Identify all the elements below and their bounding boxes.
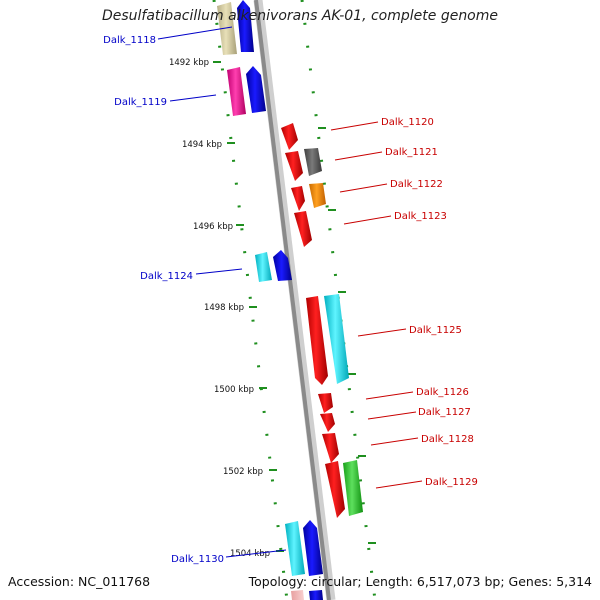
gene-label[interactable]: Dalk_1130 xyxy=(171,554,224,565)
gene-feature[interactable] xyxy=(237,0,254,52)
gene-callout-line xyxy=(195,268,243,275)
gene-label[interactable]: Dalk_1119 xyxy=(114,97,167,108)
gene-feature[interactable] xyxy=(285,521,305,576)
accession-text: Accession: NC_011768 xyxy=(8,574,151,589)
gene-label[interactable]: Dalk_1124 xyxy=(140,271,193,282)
gene-callout-line xyxy=(169,94,217,102)
gene-callout-line xyxy=(339,183,388,193)
gene-feature[interactable] xyxy=(318,393,333,413)
gene-callout-line xyxy=(375,480,423,489)
gene-feature[interactable] xyxy=(255,252,272,282)
gene-feature[interactable] xyxy=(246,66,266,113)
gene-callout-line xyxy=(367,411,417,420)
gene-label[interactable]: Dalk_1122 xyxy=(390,179,443,190)
gene-feature[interactable] xyxy=(324,294,349,384)
gene-label[interactable]: Dalk_1123 xyxy=(394,211,447,222)
kbp-tick-label: 1492 kbp xyxy=(169,58,209,68)
gene-feature[interactable] xyxy=(306,296,328,385)
gene-feature[interactable] xyxy=(291,590,304,600)
gene-feature[interactable] xyxy=(320,413,335,432)
genome-backbone xyxy=(254,0,331,600)
gene-feature[interactable] xyxy=(309,183,326,208)
gene-label[interactable]: Dalk_1128 xyxy=(421,434,474,445)
gene-callout-line xyxy=(225,549,287,558)
gene-callout-line xyxy=(343,215,392,225)
gene-label[interactable]: Dalk_1121 xyxy=(385,147,438,158)
gene-feature[interactable] xyxy=(285,151,303,181)
gene-feature[interactable] xyxy=(343,460,363,516)
gene-feature[interactable] xyxy=(309,590,323,600)
gene-callout-line xyxy=(330,121,379,131)
map-title: Desulfatibacillum alkenivorans AK-01, co… xyxy=(101,8,499,24)
genome-summary-text: Topology: circular; Length: 6,517,073 bp… xyxy=(248,574,592,589)
kbp-tick-label: 1502 kbp xyxy=(223,467,263,477)
kbp-tick-label: 1496 kbp xyxy=(193,222,233,232)
gene-feature[interactable] xyxy=(281,123,298,150)
gene-label[interactable]: Dalk_1125 xyxy=(409,325,462,336)
gene-callout-line xyxy=(365,391,414,400)
gene-label[interactable]: Dalk_1118 xyxy=(103,35,156,46)
gene-feature[interactable] xyxy=(273,250,292,281)
gene-callout-line xyxy=(370,437,419,446)
gene-label[interactable]: Dalk_1126 xyxy=(416,387,469,398)
gene-label[interactable]: Dalk_1120 xyxy=(381,117,434,128)
gene-feature[interactable] xyxy=(322,433,339,463)
kbp-tick-label: 1498 kbp xyxy=(204,303,244,313)
kbp-tick-label: 1494 kbp xyxy=(182,140,222,150)
gene-label[interactable]: Dalk_1129 xyxy=(425,477,478,488)
kbp-tick-label: 1500 kbp xyxy=(214,385,254,395)
gene-feature[interactable] xyxy=(291,186,305,211)
gene-label[interactable]: Dalk_1127 xyxy=(418,407,471,418)
gene-feature[interactable] xyxy=(303,520,323,576)
gene-feature[interactable] xyxy=(304,148,322,176)
gene-feature[interactable] xyxy=(294,211,312,247)
gene-callout-line xyxy=(334,151,383,161)
gene-callout-line xyxy=(157,26,233,40)
gene-feature[interactable] xyxy=(217,2,237,55)
gene-feature[interactable] xyxy=(325,461,345,518)
gene-feature[interactable] xyxy=(227,67,246,116)
gene-callout-line xyxy=(357,328,407,337)
